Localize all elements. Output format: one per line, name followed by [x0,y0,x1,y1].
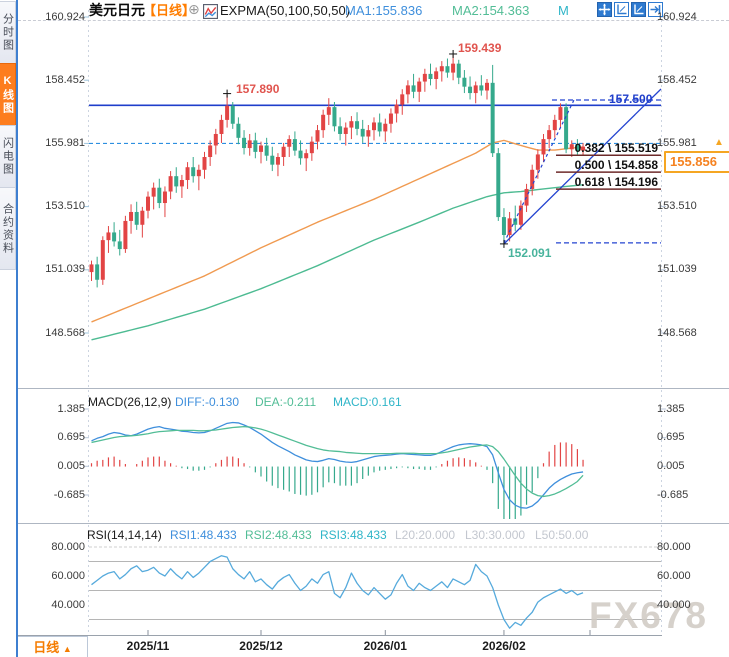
ema-fast-line [91,139,584,323]
rally-dashed-trendline [503,99,575,244]
macd-axis-label: -0.685 [657,488,689,501]
pan-to-latest-icon[interactable] [648,2,663,17]
period-tag: 【日线】 [143,3,196,18]
rsi-axis-label: 60.000 [51,569,85,582]
price-axis-label: 160.924 [657,10,697,23]
rsi2-value: RSI2:48.433 [245,528,312,542]
rsi-title[interactable]: RSI(14,14,14) [87,528,162,542]
period-button-arrow-icon: ▲ [62,644,72,654]
period-selector-button[interactable]: 日线 ▲ [18,636,88,657]
macd-value: MACD:0.161 [333,395,402,409]
price-axis-label: 160.924 [45,10,85,23]
axis-scale-filled-icon[interactable] [631,2,646,17]
price-up-arrow-icon: ▲ [714,137,724,148]
price-axis-label: 155.981 [657,136,697,149]
rsi1-value: RSI1:48.433 [170,528,237,542]
fib-level-label: 0.382 \ 155.519 [574,141,658,156]
swing-low-label: 152.091 [508,246,552,260]
date-axis-label: 2026/01 [363,639,407,653]
macd-axis-label: 0.005 [657,459,685,472]
price-axis-label: 158.452 [657,73,697,86]
rsi-panel-separator [18,523,729,524]
price-axis-label: 158.452 [45,73,85,86]
sidebar-tab-1[interactable]: 分时图 [0,1,16,64]
price-axis-label: 151.039 [657,263,697,276]
rsi-axis-label: 80.000 [657,540,691,553]
macd-axis-label: 1.385 [657,402,685,415]
current-price-box: 155.856 [664,151,729,173]
ma3-value-truncated: M [558,3,569,18]
header-separator [18,20,729,21]
price-axis-label: 155.981 [45,136,85,149]
macd-axis-label: 0.695 [57,431,85,444]
resistance-level-label: 157.500 [609,92,653,106]
symbol-title: 美元日元 [89,2,145,18]
add-indicator-icon[interactable]: ⊕ [188,1,200,17]
crosshair-move-icon[interactable] [597,2,612,17]
sidebar-tab-2[interactable]: K线图 [0,63,16,126]
macd-panel-separator [18,388,729,389]
axis-scale-icon[interactable] [614,2,629,17]
swing-high-label-1: 157.890 [236,82,280,96]
rsi-l50-label: L50:50.00 [535,528,589,542]
fib-level-label: 0.618 \ 154.196 [574,175,658,190]
period-button-label: 日线 [33,640,60,655]
time-axis-line [18,635,662,636]
price-axis-label: 148.568 [657,326,697,339]
fib-level-label: 0.500 \ 154.858 [574,158,658,173]
sidebar-tab-3[interactable]: 闪电图 [0,125,16,188]
swing-high-label-2: 159.439 [458,41,502,55]
date-axis-label: 2025/11 [126,639,170,653]
rsi-axis-label: 60.000 [657,569,691,582]
macd-diff-line [91,421,584,509]
macd-axis-label: 1.385 [57,402,85,415]
rsi-l30-label: L30:30.000 [465,528,526,542]
macd-diff-value: DIFF:-0.130 [175,395,240,409]
rsi-line [91,555,584,629]
macd-title[interactable]: MACD(26,12,9) [88,395,172,409]
indicator-label: EXPMA(50,100,50,50) [220,3,351,18]
ma1-value: MA1:155.836 [345,3,423,18]
sidebar-tab-4[interactable]: 合约资料 [0,187,16,270]
date-axis-label: 2025/12 [239,639,283,653]
rsi-axis-label: 40.000 [51,598,85,611]
macd-axis-label: -0.685 [53,488,85,501]
rsi-l20-label: L20:20.000 [395,528,456,542]
rsi3-value: RSI3:48.433 [320,528,387,542]
macd-axis-label: 0.695 [657,431,685,444]
price-axis-label: 148.568 [45,326,85,339]
chart-type-sidebar: 分时图 K线图 闪电图 合约资料 [0,0,18,657]
macd-axis-label: 0.005 [57,459,85,472]
fx678-watermark: FX678 [589,595,709,636]
ma2-value: MA2:154.363 [452,3,530,18]
rsi-axis-label: 80.000 [51,540,85,553]
price-axis-label: 153.510 [657,200,697,213]
macd-layer [90,442,584,519]
candles-layer [89,54,586,288]
ema-slow-line [91,184,584,341]
date-axis-label: 2026/02 [482,639,526,653]
price-axis-label: 153.510 [45,200,85,213]
ascending-trendline [503,88,662,245]
macd-dea-line [91,426,584,498]
rsi-axis-label: 40.000 [657,598,691,611]
mini-chart-icon[interactable] [203,4,218,19]
macd-dea-value: DEA:-0.211 [255,395,317,409]
price-axis-label: 151.039 [45,263,85,276]
